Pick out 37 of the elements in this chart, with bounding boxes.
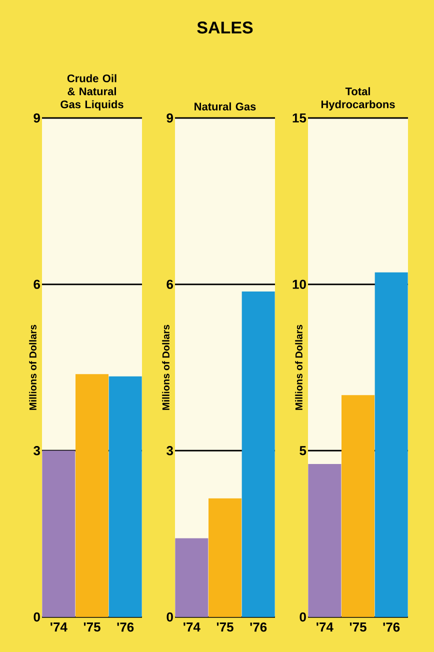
x-tick-label: '76 (117, 622, 134, 632)
chart-subtitle: Crude Oil & Natural Gas Liquids (60, 74, 124, 110)
y-tick-label: 9 (34, 113, 40, 123)
x-tick-label: '75 (84, 622, 100, 632)
bar (108, 376, 142, 617)
y-tick-label: 3 (34, 446, 40, 456)
chart-subtitle: Total Hydrocarbons (321, 87, 395, 110)
y-tick-label: 0 (34, 612, 40, 622)
bar (175, 538, 208, 617)
x-tick-label: '76 (383, 622, 400, 632)
bar (208, 498, 242, 617)
y-tick-label: 0 (166, 612, 173, 622)
bar (342, 395, 375, 617)
x-tick-label: '75 (350, 622, 366, 632)
chart-title: SALES (197, 22, 253, 34)
y-tick-label: 5 (300, 446, 306, 456)
chart-subtitle: Natural Gas (194, 102, 256, 110)
bar (42, 450, 76, 617)
x-tick-label: '74 (50, 622, 68, 632)
y-tick-label: 0 (300, 612, 306, 622)
x-tick-label: '74 (184, 622, 200, 632)
y-axis-title: Millions of Dollars (295, 324, 302, 410)
x-tick-label: '75 (216, 622, 234, 632)
bar (76, 374, 108, 617)
y-tick-label: 3 (166, 446, 173, 456)
y-tick-label: 6 (166, 280, 173, 289)
y-axis-title: Millions of Dollars (162, 324, 170, 410)
x-tick-label: '74 (316, 622, 334, 632)
bar (374, 272, 408, 617)
y-tick-label: 10 (292, 280, 306, 289)
y-tick-label: 6 (34, 280, 40, 289)
y-axis-title: Millions of Dollars (29, 324, 36, 410)
bar (242, 292, 275, 617)
y-tick-label: 15 (292, 113, 306, 123)
y-tick-label: 9 (166, 113, 173, 123)
bar (308, 464, 342, 617)
x-tick-label: '76 (250, 622, 267, 632)
